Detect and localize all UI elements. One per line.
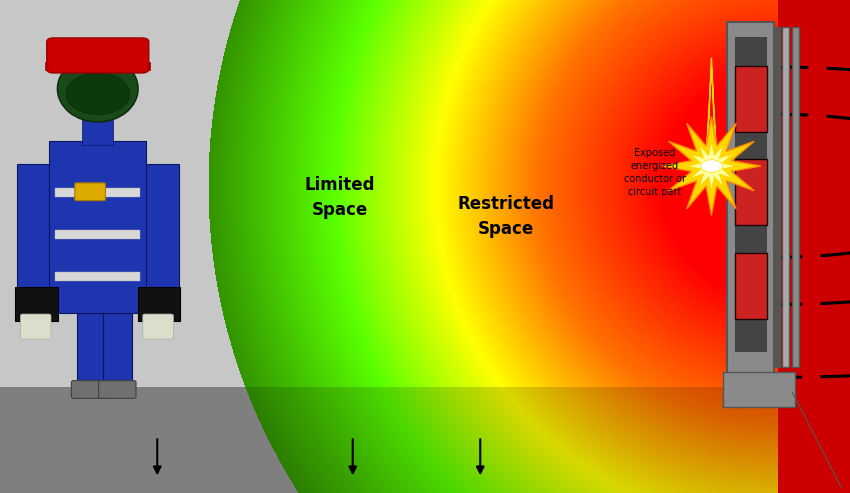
FancyBboxPatch shape	[15, 287, 58, 321]
FancyBboxPatch shape	[99, 381, 136, 398]
FancyBboxPatch shape	[735, 159, 767, 225]
FancyBboxPatch shape	[75, 183, 105, 201]
Polygon shape	[706, 58, 717, 151]
FancyBboxPatch shape	[782, 27, 789, 367]
FancyBboxPatch shape	[735, 253, 767, 319]
FancyBboxPatch shape	[774, 27, 780, 367]
Polygon shape	[689, 144, 734, 188]
Text: Limited
Space: Limited Space	[305, 176, 375, 219]
FancyBboxPatch shape	[735, 37, 767, 352]
FancyBboxPatch shape	[82, 116, 113, 145]
FancyBboxPatch shape	[727, 22, 774, 377]
FancyBboxPatch shape	[0, 387, 850, 493]
FancyBboxPatch shape	[55, 188, 140, 197]
FancyBboxPatch shape	[103, 307, 132, 386]
FancyBboxPatch shape	[47, 38, 149, 73]
FancyBboxPatch shape	[139, 164, 178, 295]
FancyBboxPatch shape	[55, 230, 140, 239]
FancyBboxPatch shape	[17, 164, 56, 295]
FancyBboxPatch shape	[778, 0, 850, 493]
Circle shape	[700, 160, 722, 173]
FancyBboxPatch shape	[143, 314, 173, 339]
FancyBboxPatch shape	[138, 287, 180, 321]
FancyBboxPatch shape	[735, 66, 767, 132]
FancyBboxPatch shape	[55, 272, 140, 281]
FancyBboxPatch shape	[722, 372, 795, 407]
FancyBboxPatch shape	[77, 307, 106, 386]
Text: Exposed
energized
conductor or
circuit part: Exposed energized conductor or circuit p…	[624, 148, 685, 197]
FancyBboxPatch shape	[45, 62, 150, 70]
FancyBboxPatch shape	[20, 314, 51, 339]
Ellipse shape	[66, 73, 129, 115]
Ellipse shape	[57, 55, 138, 122]
FancyBboxPatch shape	[792, 27, 799, 367]
Polygon shape	[662, 117, 761, 215]
Text: Restricted
Space: Restricted Space	[457, 195, 554, 239]
FancyBboxPatch shape	[71, 381, 109, 398]
FancyBboxPatch shape	[49, 141, 146, 313]
